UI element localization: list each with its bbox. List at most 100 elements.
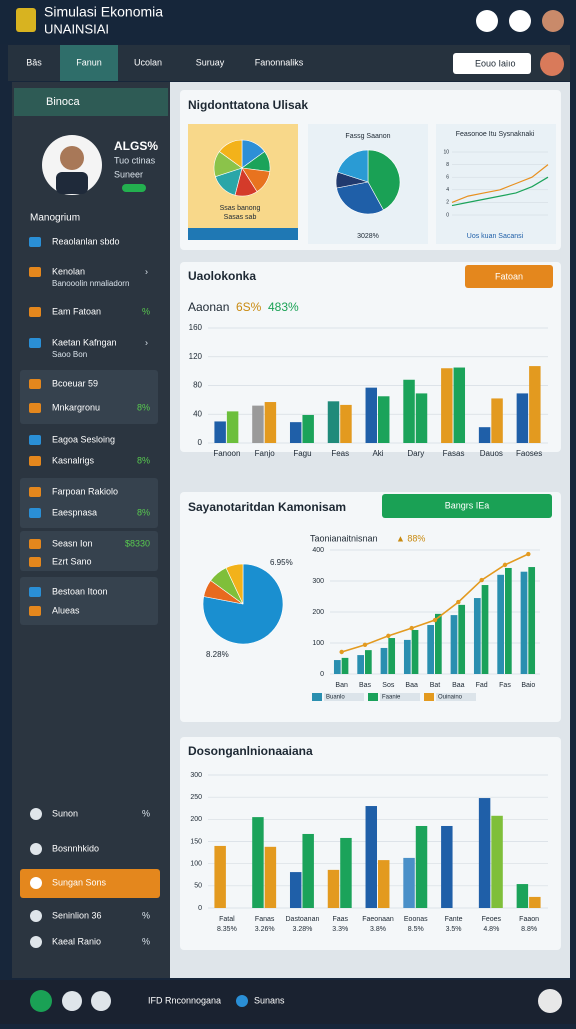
- item-label[interactable]: Bosnnhkido: [52, 843, 99, 853]
- item-label[interactable]: Farpoan Rakiolo: [52, 486, 118, 496]
- bar: [365, 650, 372, 674]
- bar: [478, 427, 491, 443]
- item-label[interactable]: Kaetan Kafngan: [52, 337, 117, 347]
- legend-swatch: [312, 693, 322, 701]
- item-icon: [30, 877, 42, 889]
- chart-title: Feasonoe Itu Sysnaknaki: [456, 131, 535, 138]
- y-tick-label: 0: [198, 905, 202, 912]
- card-subtitle: Aaonan: [188, 300, 229, 314]
- footer-icon[interactable]: [30, 990, 52, 1012]
- item-label[interactable]: Sunon: [52, 808, 78, 818]
- y-tick-label: 0: [446, 212, 449, 218]
- profile-avatar[interactable]: [540, 52, 564, 76]
- item-label[interactable]: Seasn Ion: [52, 538, 93, 548]
- x-tick-label: Dary: [407, 449, 424, 458]
- bar: [435, 613, 442, 674]
- profile-badge: [122, 184, 146, 192]
- button-label[interactable]: Fatoan: [495, 271, 523, 281]
- item-label[interactable]: Mnkargronu: [52, 402, 100, 412]
- pie-slice: [218, 139, 243, 169]
- x-tick-label: Bat: [430, 682, 441, 689]
- x-sublabel: 3.26%: [255, 926, 275, 933]
- item-label[interactable]: Eaespnasa: [52, 507, 97, 517]
- pie-caption: Ssas banong: [220, 205, 261, 212]
- card-button[interactable]: [382, 494, 552, 518]
- line-point: [456, 599, 461, 605]
- footer-text[interactable]: IFD Rnconnogana: [148, 995, 221, 1005]
- add-button[interactable]: [476, 10, 498, 32]
- group-box: [20, 531, 158, 571]
- item-label[interactable]: Alueas: [52, 605, 80, 615]
- card-button[interactable]: [465, 265, 553, 288]
- pie-slice: [336, 181, 384, 215]
- item-icon: [30, 843, 42, 855]
- bar: [252, 405, 264, 443]
- bar: [441, 825, 453, 908]
- line-point: [409, 625, 414, 631]
- nav-tab[interactable]: Fanun: [76, 57, 102, 67]
- profile-line: Tuo ctinas: [114, 155, 156, 165]
- search-text[interactable]: Eouo Iaiıo: [475, 58, 516, 68]
- y-tick-label: 8: [446, 162, 449, 168]
- item-label[interactable]: Sungan Sons: [52, 877, 107, 887]
- nav-tab[interactable]: Fanonnaliks: [255, 57, 304, 67]
- y-tick-label: 250: [190, 794, 202, 801]
- button-label[interactable]: Bangrs IEa: [445, 500, 490, 510]
- nav-tab[interactable]: Ucolan: [134, 57, 162, 67]
- bar: [289, 422, 302, 443]
- pie-annotation: 8.28%: [206, 650, 229, 659]
- x-tick-label: Fanjo: [255, 449, 276, 458]
- nav-tab[interactable]: Suruay: [196, 57, 225, 67]
- app-subtitle: UNAINSIAI: [44, 21, 109, 36]
- item-label[interactable]: Bestoan Itoon: [52, 586, 108, 596]
- pie-caption: 3028%: [357, 233, 379, 240]
- pie-caption: Sasas sab: [224, 214, 257, 221]
- item-label[interactable]: Kenolan: [52, 266, 85, 276]
- highlight-box[interactable]: [20, 869, 160, 898]
- user-avatar[interactable]: [542, 10, 564, 32]
- x-tick-label: Dauos: [480, 449, 503, 458]
- item-label[interactable]: Eagoa Sesloing: [52, 434, 115, 444]
- footer-icon[interactable]: [91, 991, 111, 1011]
- item-label[interactable]: Bcoeuar 59: [52, 378, 98, 388]
- profile-stat: ALGS%: [114, 139, 158, 153]
- footer-icon[interactable]: [236, 995, 248, 1007]
- footer-text[interactable]: Sunans: [254, 995, 285, 1005]
- item-icon: [29, 456, 41, 466]
- item-label[interactable]: Eam Fatoan: [52, 306, 101, 316]
- pie-slice: [337, 149, 369, 183]
- item-label[interactable]: Seninlion 36: [52, 910, 102, 920]
- search-box[interactable]: [453, 53, 531, 74]
- x-tick-label: Fad: [476, 682, 488, 689]
- item-icon: [29, 539, 41, 549]
- footer-icon[interactable]: [62, 991, 82, 1011]
- bar: [478, 798, 491, 908]
- item-label[interactable]: Reaolanlan sbdo: [52, 236, 120, 246]
- bar: [415, 825, 428, 908]
- card-note: ▲ 88%: [396, 533, 425, 543]
- item-label[interactable]: Kasnalrigs: [52, 455, 95, 465]
- y-tick-label: 4: [446, 187, 449, 193]
- y-tick-label: 100: [312, 640, 324, 647]
- item-label[interactable]: Ezrt Sano: [52, 556, 92, 566]
- doc-button[interactable]: [509, 10, 531, 32]
- legend-box: [380, 693, 420, 701]
- bar: [403, 379, 415, 443]
- nav-tab[interactable]: Bās: [26, 57, 42, 67]
- bar: [252, 817, 264, 908]
- y-tick-label: 400: [312, 547, 324, 554]
- x-tick-label: Faaon: [519, 916, 539, 923]
- chart-footer: Uos kuan Sacansi: [467, 233, 524, 240]
- item-value: 8%: [137, 455, 150, 465]
- legend-swatch: [368, 693, 378, 701]
- x-tick-label: Baa: [405, 682, 418, 689]
- group-box: [20, 370, 158, 424]
- bar: [327, 869, 340, 908]
- item-value: %: [142, 306, 150, 316]
- footer-avatar[interactable]: [538, 989, 562, 1013]
- line-point: [386, 633, 391, 639]
- item-label[interactable]: Kaeal Ranio: [52, 936, 101, 946]
- line: [451, 176, 549, 207]
- bar: [473, 598, 481, 674]
